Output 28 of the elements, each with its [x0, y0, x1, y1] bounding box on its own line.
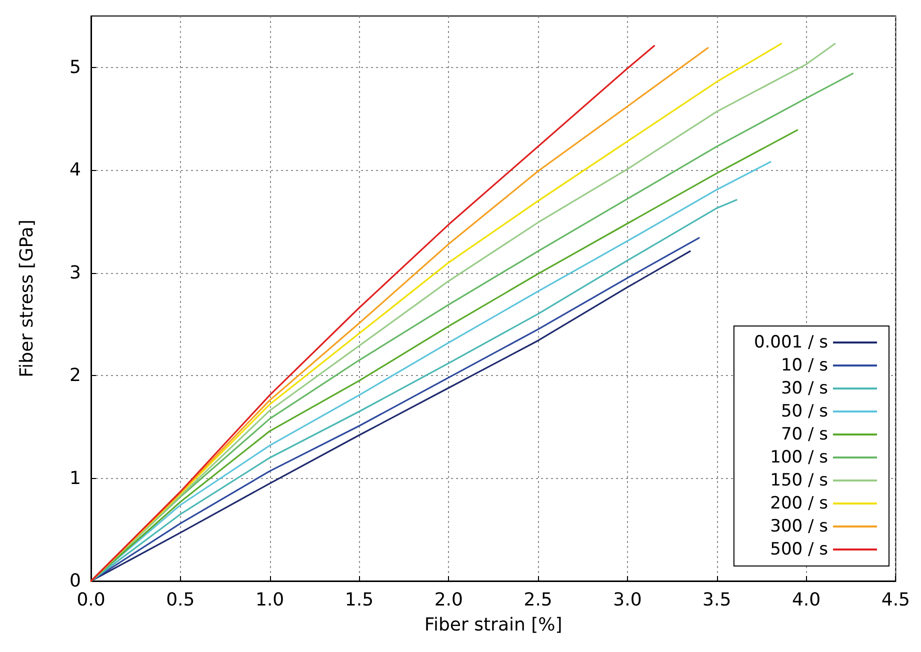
y-tick-label: 3: [70, 262, 81, 284]
x-tick-label: 0.5: [166, 590, 195, 610]
x-tick-label: 3.5: [702, 590, 732, 610]
y-tick-label: 0: [70, 570, 81, 592]
y-tick-label: 4: [70, 160, 81, 181]
legend-label: 500 / s: [770, 540, 828, 560]
y-tick-label: 5: [70, 56, 81, 78]
legend-label: 50 / s: [780, 402, 828, 422]
x-tick-label: 0.0: [76, 590, 106, 610]
x-axis-title: Fiber strain [%]: [424, 614, 562, 636]
legend-label: 10 / s: [780, 356, 828, 376]
legend-label: 300 / s: [770, 516, 828, 536]
x-tick-label: 3.0: [613, 590, 642, 610]
x-tick-label: 2.0: [434, 590, 463, 610]
legend-label: 0.001 / s: [754, 332, 828, 352]
y-tick-label: 2: [70, 365, 81, 386]
x-tick-label: 4.5: [881, 590, 910, 610]
legend-label: 100 / s: [770, 448, 828, 468]
legend-label: 30 / s: [780, 378, 828, 398]
y-tick-label: 1: [70, 468, 81, 489]
legend-label: 150 / s: [770, 470, 828, 490]
legend-label: 70 / s: [780, 424, 828, 444]
legend-label: 200 / s: [770, 494, 828, 514]
y-axis-title: Fiber stress [GPa]: [16, 220, 38, 378]
x-tick-label: 1.5: [344, 590, 374, 610]
x-tick-label: 1.0: [256, 590, 284, 610]
x-tick-label: 4.0: [792, 590, 821, 610]
x-tick-label: 2.5: [524, 590, 552, 610]
